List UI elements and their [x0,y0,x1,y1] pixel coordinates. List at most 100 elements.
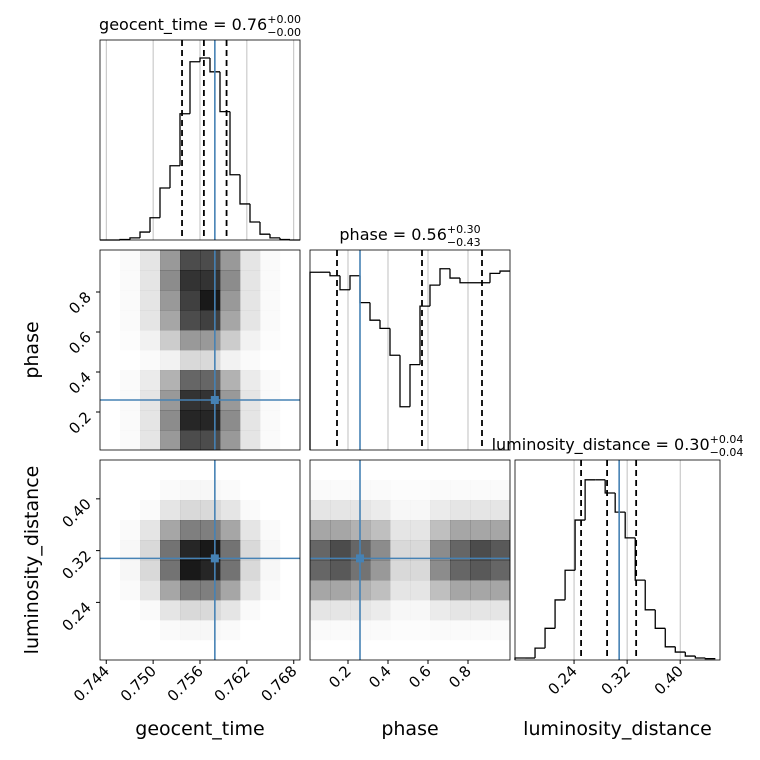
density-cell [220,270,241,291]
density-cell [240,580,261,601]
hist-step [654,609,666,629]
density-cell [280,520,300,540]
density-cell [430,640,450,660]
hist-step [189,61,200,114]
density-cell [370,540,391,561]
hist-step [459,278,470,284]
density-cell [180,290,201,311]
density-cell [280,290,300,310]
density-cell [240,270,261,291]
density-cell [240,310,261,331]
hist-step [429,284,440,307]
x-tick-label: 0.750 [117,662,160,705]
hist-step [674,646,686,653]
density-cell [180,310,201,331]
density-cell [220,460,240,480]
x-tick-label: 0.744 [70,662,113,705]
density-cell [490,480,510,500]
x-tick-label: 0.32 [598,662,634,698]
density-cell [200,310,221,331]
density-cell [100,310,120,330]
hist-step [279,237,290,241]
density-cell [140,330,161,351]
panel-frame [99,39,301,241]
density-cell [140,310,161,331]
density-cell [140,270,161,291]
density-cell [490,500,511,521]
density-cell [140,540,161,561]
density-cell [220,640,240,660]
density-cell [280,640,300,660]
density-cell [180,540,201,561]
density-cell [450,520,471,541]
density-cell [120,500,140,520]
hist-step [544,627,556,649]
hist-step [219,71,230,113]
density-cell [100,430,120,450]
density-cell [260,540,280,560]
density-cell [260,410,280,430]
density-cell [240,250,261,271]
density-cell [410,540,431,561]
density-cell [450,500,471,521]
density-cell [160,480,180,500]
density-cell [280,270,300,290]
density-cell [220,620,240,640]
density-cell [410,560,431,581]
density-cell [100,410,120,430]
title-main: phase = 0.56 [339,225,446,244]
density-cell [410,460,430,480]
density-cell [140,600,160,620]
hist-step [704,658,716,660]
density-cell [160,520,181,541]
y-tick-label: 0.4 [65,368,95,398]
density-cell [240,640,260,660]
density-cell [280,310,300,330]
hist-step [604,479,616,494]
density-cell [390,540,411,561]
x-tick-label: 0.24 [545,662,581,698]
density-cell [180,520,201,541]
hist-step [634,537,646,581]
density-cell [280,620,300,640]
title-main: luminosity_distance = 0.30 [492,435,710,455]
density-cell [260,560,280,580]
hist-step [379,320,390,330]
density-cell [280,250,300,270]
density-cell [260,600,280,620]
density-cell [260,520,280,540]
density-cell [160,310,181,331]
title-lower: −0.00 [267,26,301,39]
density-cell [220,560,241,581]
density-cell [390,600,410,620]
density-cell [260,480,280,500]
density-cell [200,460,220,480]
density-cell [180,580,201,601]
density-cell [390,620,410,640]
density-cell [100,600,120,620]
panel-frame [309,459,511,661]
density-cell [280,330,300,350]
density-cell [160,620,180,640]
density-cell [310,480,330,500]
density-cell [160,330,181,351]
density-cell [240,330,261,351]
density-cell [410,500,430,520]
density-cell [330,500,351,521]
density-cell [470,560,491,581]
density-cell [390,500,410,520]
density-cell [310,520,331,541]
density-cell [220,250,241,271]
density-cell [240,460,260,480]
density-cell [260,580,280,600]
density-cell [160,500,181,521]
density-cell [180,330,201,351]
density-cell [220,330,241,351]
density-cell [180,500,201,521]
density-cell [330,480,350,500]
density-cell [370,580,391,601]
density-cell [200,640,220,660]
x-tick-label: 0.6 [405,662,435,692]
panel-title: luminosity_distance = 0.30+0.04 −0.04 [492,433,744,459]
truth-point [356,554,364,563]
